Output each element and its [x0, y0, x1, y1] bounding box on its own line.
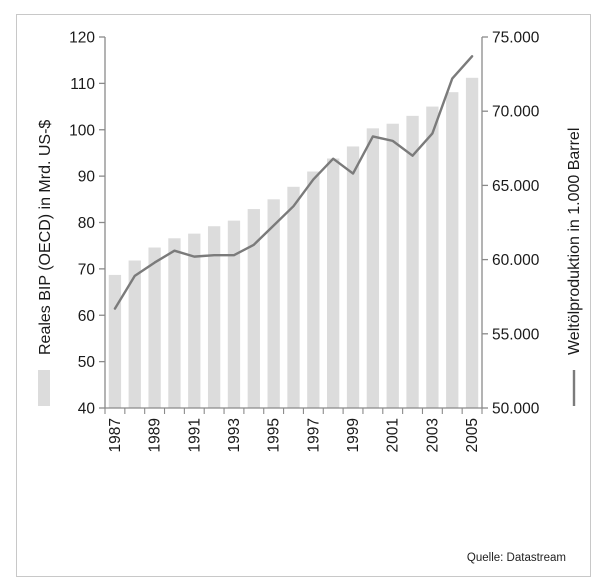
left-tick-label-70: 70 — [78, 261, 96, 278]
bar-1999 — [346, 146, 360, 408]
left-axis-title: Reales BIP (OECD) in Mrd. US-$ — [37, 120, 54, 355]
bar-2001 — [386, 123, 399, 408]
right-tick-label-70.000: 70.000 — [492, 104, 540, 121]
right-tick-label-75.000: 75.000 — [492, 30, 540, 47]
bar-1989 — [148, 247, 161, 408]
right-axis-title: Weltölproduktion in 1.000 Barrel — [566, 128, 583, 355]
left-tick-label-50: 50 — [78, 354, 96, 371]
left-tick-label-80: 80 — [78, 215, 96, 232]
x-tick-label-1989: 1989 — [147, 418, 164, 452]
bar-1992 — [207, 226, 221, 408]
left-legend-swatch — [38, 370, 50, 406]
right-tick-label-60.000: 60.000 — [492, 252, 540, 269]
chart-frame: 120 110 100 90 80 70 60 50 40 75.000 70.000 65.000 6… — [16, 14, 591, 577]
x-tick-label-1999: 1999 — [345, 418, 362, 452]
x-tick-label-2001: 2001 — [385, 418, 402, 452]
x-tick-label-1993: 1993 — [226, 418, 243, 452]
left-tick-label-110: 110 — [70, 76, 95, 93]
source-note: Quelle: Datastream — [466, 552, 566, 564]
right-tick-label-65.000: 65.000 — [492, 178, 540, 195]
bar-1990 — [168, 238, 181, 408]
left-tick-label-120: 120 — [69, 30, 95, 47]
bar-2000 — [366, 128, 380, 409]
left-tick-label-40: 40 — [78, 401, 96, 418]
bar-2002 — [406, 115, 419, 408]
x-tick-label-1987: 1987 — [107, 418, 124, 452]
bar-2003 — [426, 106, 439, 408]
x-tick-label-1991: 1991 — [186, 418, 203, 452]
bar-2004 — [446, 92, 459, 408]
right-tick-label-50.000: 50.000 — [492, 401, 540, 418]
bar-1996 — [287, 186, 300, 408]
bar-1988 — [128, 260, 141, 408]
left-tick-label-90: 90 — [78, 169, 96, 186]
bar-1994 — [247, 209, 260, 408]
chart: 120 110 100 90 80 70 60 50 40 75.000 70.000 65.000 6… — [37, 30, 583, 453]
x-tick-label-1997: 1997 — [305, 418, 322, 452]
bar-1993 — [227, 220, 241, 408]
bar-1987 — [108, 274, 122, 408]
right-tick-label-55.000: 55.000 — [492, 326, 540, 343]
bar-2005 — [465, 77, 479, 408]
x-tick-label-1995: 1995 — [266, 418, 283, 452]
left-tick-label-100: 100 — [69, 122, 95, 139]
bar-1998 — [327, 158, 340, 408]
bar-1991 — [188, 233, 201, 408]
x-tick-label-2003: 2003 — [424, 418, 441, 452]
bar-1995 — [267, 199, 280, 408]
left-tick-label-60: 60 — [78, 308, 96, 325]
bar-1997 — [307, 171, 320, 408]
x-tick-label-2005: 2005 — [464, 418, 481, 452]
